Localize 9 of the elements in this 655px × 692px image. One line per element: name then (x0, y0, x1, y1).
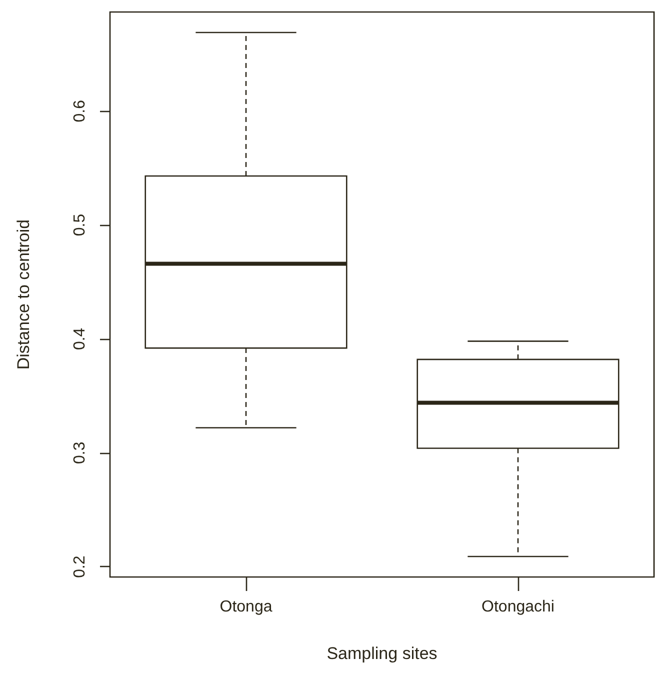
y-axis-title: Distance to centroid (14, 219, 33, 370)
y-tick-label: 0.6 (72, 100, 88, 122)
x-tick-label: Otongachi (482, 598, 554, 616)
x-axis-title: Sampling sites (326, 644, 438, 663)
x-tick-label: Otonga (220, 598, 272, 616)
y-tick-label: 0.4 (72, 328, 88, 350)
y-tick-label: 0.3 (72, 442, 88, 464)
y-tick-label: 0.2 (72, 556, 88, 578)
y-tick-label: 0.5 (72, 214, 88, 236)
